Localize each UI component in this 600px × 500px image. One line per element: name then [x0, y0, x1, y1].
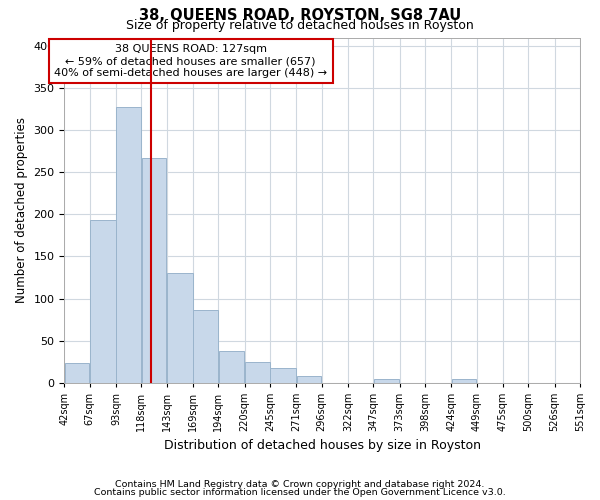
Text: Contains HM Land Registry data © Crown copyright and database right 2024.: Contains HM Land Registry data © Crown c…	[115, 480, 485, 489]
Bar	[90, 220, 116, 383]
Text: 38, QUEENS ROAD, ROYSTON, SG8 7AU: 38, QUEENS ROAD, ROYSTON, SG8 7AU	[139, 8, 461, 22]
Bar	[245, 362, 269, 383]
Text: 38 QUEENS ROAD: 127sqm
← 59% of detached houses are smaller (657)
40% of semi-de: 38 QUEENS ROAD: 127sqm ← 59% of detached…	[54, 44, 327, 78]
X-axis label: Distribution of detached houses by size in Royston: Distribution of detached houses by size …	[164, 440, 481, 452]
Bar	[193, 310, 218, 383]
Bar	[65, 362, 89, 383]
Y-axis label: Number of detached properties: Number of detached properties	[15, 117, 28, 303]
Bar	[271, 368, 296, 383]
Bar	[297, 376, 321, 383]
Bar	[219, 351, 244, 383]
Bar	[452, 378, 476, 383]
Text: Contains public sector information licensed under the Open Government Licence v3: Contains public sector information licen…	[94, 488, 506, 497]
Bar	[167, 274, 193, 383]
Text: Size of property relative to detached houses in Royston: Size of property relative to detached ho…	[126, 18, 474, 32]
Bar	[142, 158, 166, 383]
Bar	[116, 106, 141, 383]
Bar	[374, 378, 399, 383]
